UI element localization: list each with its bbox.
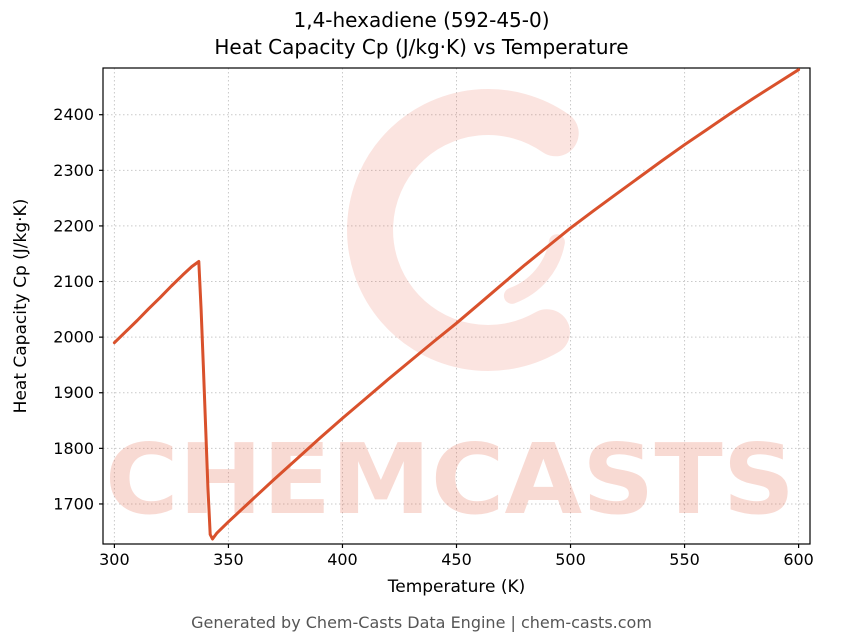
x-tick-label: 300 bbox=[99, 550, 130, 569]
footer-credit: Generated by Chem-Casts Data Engine | ch… bbox=[191, 613, 652, 632]
x-tick-label: 550 bbox=[669, 550, 700, 569]
series-line-cp bbox=[112, 68, 801, 541]
x-tick-label: 450 bbox=[441, 550, 472, 569]
y-tick-label: 2300 bbox=[53, 161, 94, 180]
x-tick-label: 500 bbox=[555, 550, 586, 569]
watermark-logo-accent bbox=[503, 234, 565, 304]
y-axis-label: Heat Capacity Cp (J/kg·K) bbox=[11, 199, 31, 414]
chart-title-line1: 1,4-hexadiene (592-45-0) bbox=[293, 8, 550, 32]
chart-title-line2: Heat Capacity Cp (J/kg·K) vs Temperature bbox=[214, 35, 629, 59]
watermark-logo-c bbox=[347, 88, 579, 371]
x-tick-label: 400 bbox=[327, 550, 358, 569]
x-tick-label: 600 bbox=[783, 550, 814, 569]
y-tick-label: 1700 bbox=[53, 494, 94, 513]
x-axis-label: Temperature (K) bbox=[387, 577, 526, 597]
y-tick-label: 2200 bbox=[53, 216, 94, 235]
y-tick-label: 2400 bbox=[53, 105, 94, 124]
watermark-text: CHEMCASTS bbox=[105, 423, 795, 536]
x-tick-label: 350 bbox=[213, 550, 244, 569]
y-tick-label: 1800 bbox=[53, 439, 94, 458]
y-tick-label: 2000 bbox=[53, 328, 94, 347]
y-tick-label: 2100 bbox=[53, 272, 94, 291]
y-tick-label: 1900 bbox=[53, 383, 94, 402]
